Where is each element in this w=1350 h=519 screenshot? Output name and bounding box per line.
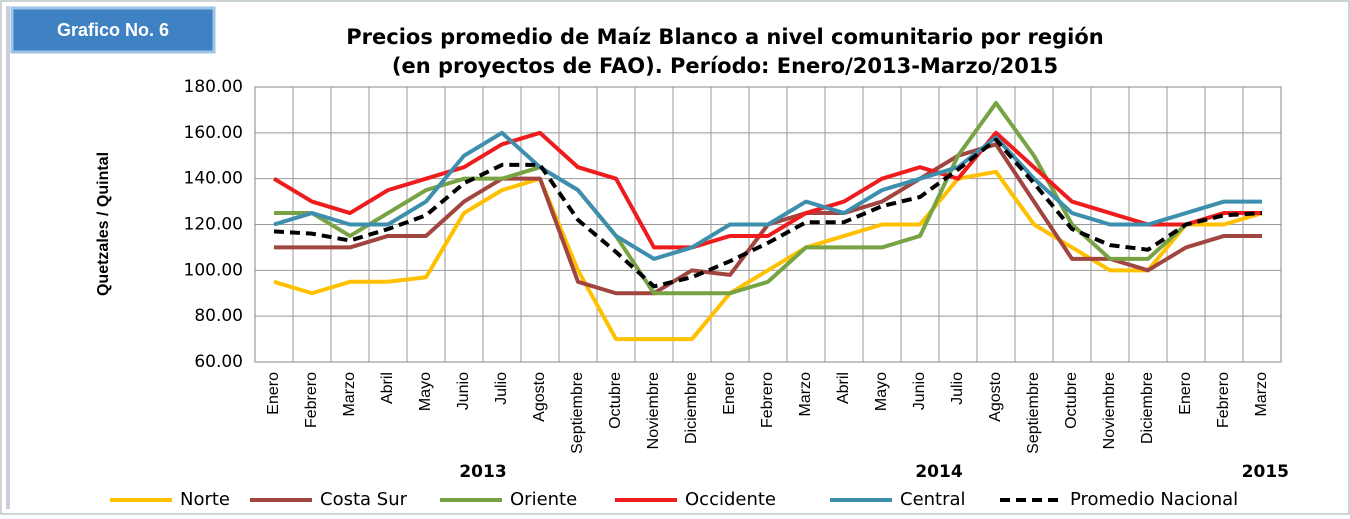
- x-tick-label: Octubre: [607, 372, 624, 429]
- year-label: 2013: [459, 462, 506, 482]
- x-tick-label: Marzo: [1253, 372, 1270, 417]
- y-tick-label: 100.00: [184, 260, 243, 280]
- x-tick-label: Septiembre: [569, 372, 586, 454]
- y-tick-label: 180.00: [184, 77, 243, 97]
- x-tick-label: Septiembre: [1025, 372, 1042, 454]
- chart-title: (en proyectos de FAO). Período: Enero/20…: [392, 54, 1058, 78]
- x-tick-label: Julio: [493, 372, 510, 405]
- legend-label: Norte: [180, 489, 230, 510]
- year-label: 2015: [1242, 462, 1289, 482]
- x-tick-label: Enero: [721, 372, 738, 415]
- series-line: [273, 130, 1262, 261]
- x-tick-label: Mayo: [417, 372, 434, 411]
- y-tick-label: 60.00: [194, 352, 243, 372]
- x-tick-label: Junio: [911, 372, 928, 410]
- year-label: 2014: [915, 462, 962, 482]
- x-tick-label: Marzo: [341, 372, 358, 417]
- x-tick-label: Abril: [835, 372, 852, 404]
- x-tick-label: Enero: [265, 372, 282, 415]
- series-line: [272, 130, 1262, 250]
- x-tick-label: Julio: [949, 372, 966, 405]
- plot-border: [254, 86, 1282, 363]
- badge-text: Grafico No. 6: [57, 20, 169, 40]
- x-tick-label: Enero: [1177, 372, 1194, 415]
- side-strip: [6, 6, 10, 509]
- x-tick-label: Mayo: [873, 372, 890, 411]
- y-tick-label: 80.00: [194, 306, 243, 326]
- legend-label: Costa Sur: [320, 489, 408, 510]
- y-tick-label: 140.00: [184, 169, 243, 189]
- y-tick-label: 120.00: [184, 215, 243, 235]
- x-tick-label: Agosto: [531, 372, 548, 422]
- x-tick-label: Marzo: [797, 372, 814, 417]
- x-tick-label: Diciembre: [1139, 372, 1156, 444]
- series-line: [273, 137, 1263, 289]
- chart-title: Precios promedio de Maíz Blanco a nivel …: [346, 25, 1103, 49]
- y-tick-label: 160.00: [184, 123, 243, 143]
- series-line: [273, 169, 1263, 342]
- legend-label: Central: [900, 489, 966, 510]
- legend-label: Promedio Nacional: [1070, 489, 1238, 510]
- x-tick-label: Junio: [455, 372, 472, 410]
- x-tick-label: Abril: [379, 372, 396, 404]
- x-tick-label: Febrero: [759, 372, 776, 428]
- y-axis-label: Quetzales / Quintal: [95, 152, 112, 296]
- x-tick-label: Febrero: [303, 372, 320, 428]
- x-tick-label: Febrero: [1215, 372, 1232, 428]
- x-tick-label: Diciembre: [683, 372, 700, 444]
- x-tick-label: Noviembre: [1101, 372, 1118, 449]
- legend-label: Oriente: [510, 489, 577, 510]
- x-tick-label: Noviembre: [645, 372, 662, 449]
- x-tick-label: Agosto: [987, 372, 1004, 422]
- legend-label: Occidente: [685, 489, 776, 510]
- badge: [10, 6, 216, 54]
- x-tick-label: Octubre: [1063, 372, 1080, 429]
